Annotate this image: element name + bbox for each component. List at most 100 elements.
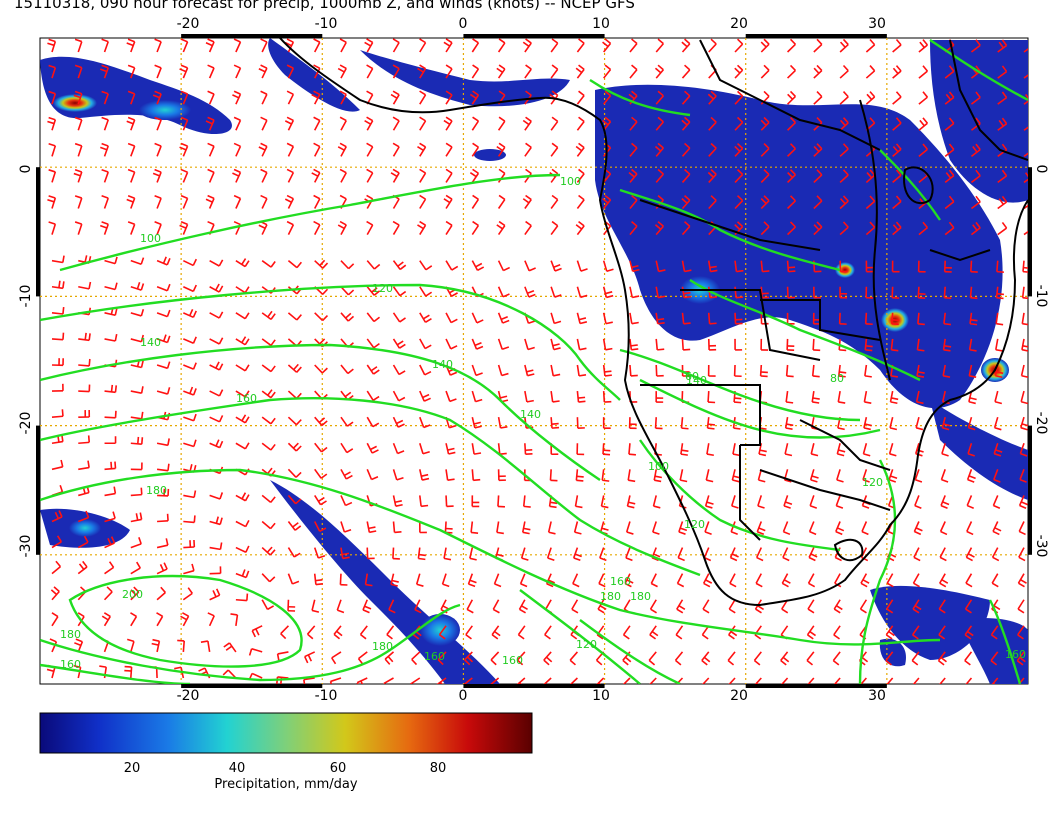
wind-barb	[811, 390, 820, 404]
wind-barb	[892, 195, 902, 210]
wind-barb	[676, 573, 685, 588]
wind-barb	[392, 521, 402, 534]
wind-barb	[654, 417, 663, 430]
axis-border-bar	[1028, 425, 1032, 555]
wind-barb	[366, 286, 381, 296]
wind-barb	[576, 338, 587, 351]
wind-barb	[861, 521, 869, 536]
wind-barb	[392, 442, 405, 455]
wind-barb	[100, 142, 109, 157]
wind-barb	[916, 364, 925, 378]
wind-barb	[785, 390, 794, 404]
wind-barb	[681, 221, 691, 236]
wind-barb	[415, 573, 424, 587]
wind-barb	[839, 64, 849, 79]
wind-barb	[733, 364, 742, 378]
wind-barb	[911, 651, 920, 666]
wind-barb	[864, 338, 873, 352]
lat-tick-label-right: -30	[1033, 535, 1049, 558]
wind-barb	[1021, 286, 1028, 300]
wind-barb	[248, 647, 263, 656]
wind-barb	[209, 283, 224, 293]
wind-barb	[654, 221, 664, 236]
wind-barb	[411, 651, 421, 666]
wind-barb	[207, 612, 215, 627]
wind-barb	[47, 38, 57, 53]
wind-barb	[392, 338, 406, 349]
wind-barb	[575, 142, 585, 157]
wind-barb	[727, 651, 736, 666]
coastlines-borders	[279, 38, 1028, 607]
axis-border-bar	[181, 34, 323, 38]
wind-barb	[760, 195, 770, 210]
wind-barb	[233, 38, 242, 53]
contour-label: 160	[236, 392, 257, 405]
wind-barb	[1017, 573, 1027, 588]
wind-barb	[51, 383, 64, 392]
wind-barb	[286, 90, 295, 105]
wind-barb	[965, 573, 973, 588]
wind-barb	[104, 486, 117, 497]
wind-barb	[911, 625, 920, 640]
wind-barb	[179, 64, 189, 79]
wind-barb	[967, 416, 976, 431]
wind-barb	[100, 64, 109, 79]
wind-barb	[130, 537, 142, 549]
wind-barb	[707, 391, 716, 404]
wind-barb	[287, 547, 301, 558]
wind-barb	[970, 169, 981, 184]
wind-barb	[524, 338, 535, 351]
wind-barb	[445, 142, 453, 157]
wind-barb	[313, 194, 321, 209]
contour-label: 180	[372, 640, 393, 653]
wind-barb	[445, 260, 459, 271]
wind-barb	[602, 286, 614, 299]
wind-barb	[418, 495, 429, 508]
wind-barb	[970, 195, 981, 210]
wind-barb	[261, 416, 276, 425]
wind-barb	[546, 547, 555, 561]
wind-barb	[522, 495, 531, 508]
wind-barb	[655, 116, 664, 131]
colorbar-tick-label: 80	[430, 761, 447, 776]
wind-barb	[471, 142, 480, 157]
wind-barb	[235, 364, 250, 372]
wind-barb	[366, 142, 374, 157]
wind-barb	[314, 442, 328, 453]
lon-tick-label-top: 10	[592, 16, 610, 32]
wind-barb	[443, 547, 452, 561]
wind-barb	[340, 468, 353, 480]
wind-barb	[419, 469, 430, 481]
wind-barb	[886, 677, 894, 684]
colorbar-gradient	[39, 712, 533, 754]
wind-barb	[602, 443, 611, 456]
wind-barb	[392, 116, 400, 131]
wind-barb	[520, 547, 529, 561]
wind-barb	[598, 573, 606, 588]
wind-barb	[445, 495, 454, 508]
wind-barb	[287, 363, 302, 373]
wind-barb	[917, 286, 926, 299]
wind-barb	[445, 312, 458, 324]
wind-barb	[708, 195, 717, 210]
wind-barb	[859, 599, 868, 614]
wind-barb	[205, 38, 215, 53]
wind-barb	[938, 625, 946, 640]
wind-barb	[183, 386, 197, 396]
wind-barb	[1018, 495, 1028, 510]
wind-barb	[1018, 547, 1026, 562]
wind-barb	[48, 221, 57, 235]
wind-barb	[392, 38, 400, 53]
wind-barb	[1023, 74, 1028, 79]
wind-barb	[629, 116, 638, 131]
wind-barb	[524, 260, 536, 272]
contour-label: 160	[60, 658, 81, 671]
wind-barb	[944, 117, 955, 131]
wind-barb	[47, 195, 57, 209]
wind-barb	[205, 194, 215, 209]
wind-barb	[809, 495, 818, 509]
wind-barb	[286, 64, 295, 79]
wind-barb	[471, 364, 483, 377]
wind-barb	[287, 468, 302, 478]
wind-barb	[209, 588, 221, 601]
